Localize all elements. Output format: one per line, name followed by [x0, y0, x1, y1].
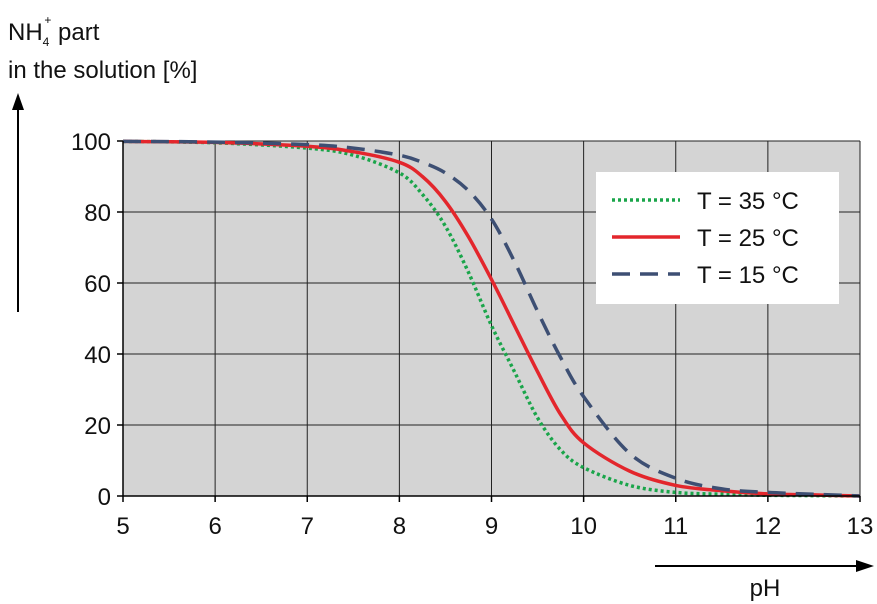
legend-label: T = 15 °C	[697, 262, 799, 289]
y-axis-label-line1: NH4 + part	[8, 13, 100, 49]
x-tick-label: 6	[208, 513, 221, 540]
legend: T = 35 °C T = 25 °C T = 15 °C	[596, 172, 839, 304]
series-line-solid	[122, 139, 861, 498]
legend-label: T = 25 °C	[697, 225, 799, 252]
y-axis-label-part: part	[51, 19, 99, 46]
y-tick-label: 40	[84, 342, 111, 369]
x-axis-label: pH	[750, 575, 781, 602]
series-line-dashed	[122, 139, 861, 498]
y-tick-label: 0	[98, 484, 111, 511]
x-tick-label: 8	[393, 513, 406, 540]
x-tick-label: 7	[301, 513, 314, 540]
y-axis-label-species: NH	[8, 19, 43, 46]
series-line-dotted	[122, 139, 861, 498]
legend-label: T = 35 °C	[697, 188, 799, 215]
y-axis-label-superscript: +	[44, 13, 51, 27]
x-tick-label: 9	[485, 513, 498, 540]
series-lines	[122, 139, 861, 498]
y-ticks: 0 20 40 60 80 100	[71, 129, 123, 511]
x-tick-label: 10	[570, 513, 597, 540]
y-axis-label-line2: in the solution [%]	[8, 57, 197, 84]
y-tick-label: 80	[84, 200, 111, 227]
y-tick-label: 20	[84, 413, 111, 440]
y-axis-label-subscript: 4	[43, 35, 50, 49]
y-axis-arrow-head	[12, 93, 24, 110]
x-tick-label: 12	[755, 513, 782, 540]
x-tick-label: 11	[663, 513, 688, 540]
x-ticks: 5 6 7 8 9 10 11 12 13	[116, 496, 873, 540]
x-tick-label: 5	[116, 513, 129, 540]
y-tick-label: 60	[84, 271, 111, 298]
y-tick-label: 100	[71, 129, 111, 156]
x-axis-arrow-head	[856, 560, 874, 572]
x-tick-label: 13	[847, 513, 874, 540]
